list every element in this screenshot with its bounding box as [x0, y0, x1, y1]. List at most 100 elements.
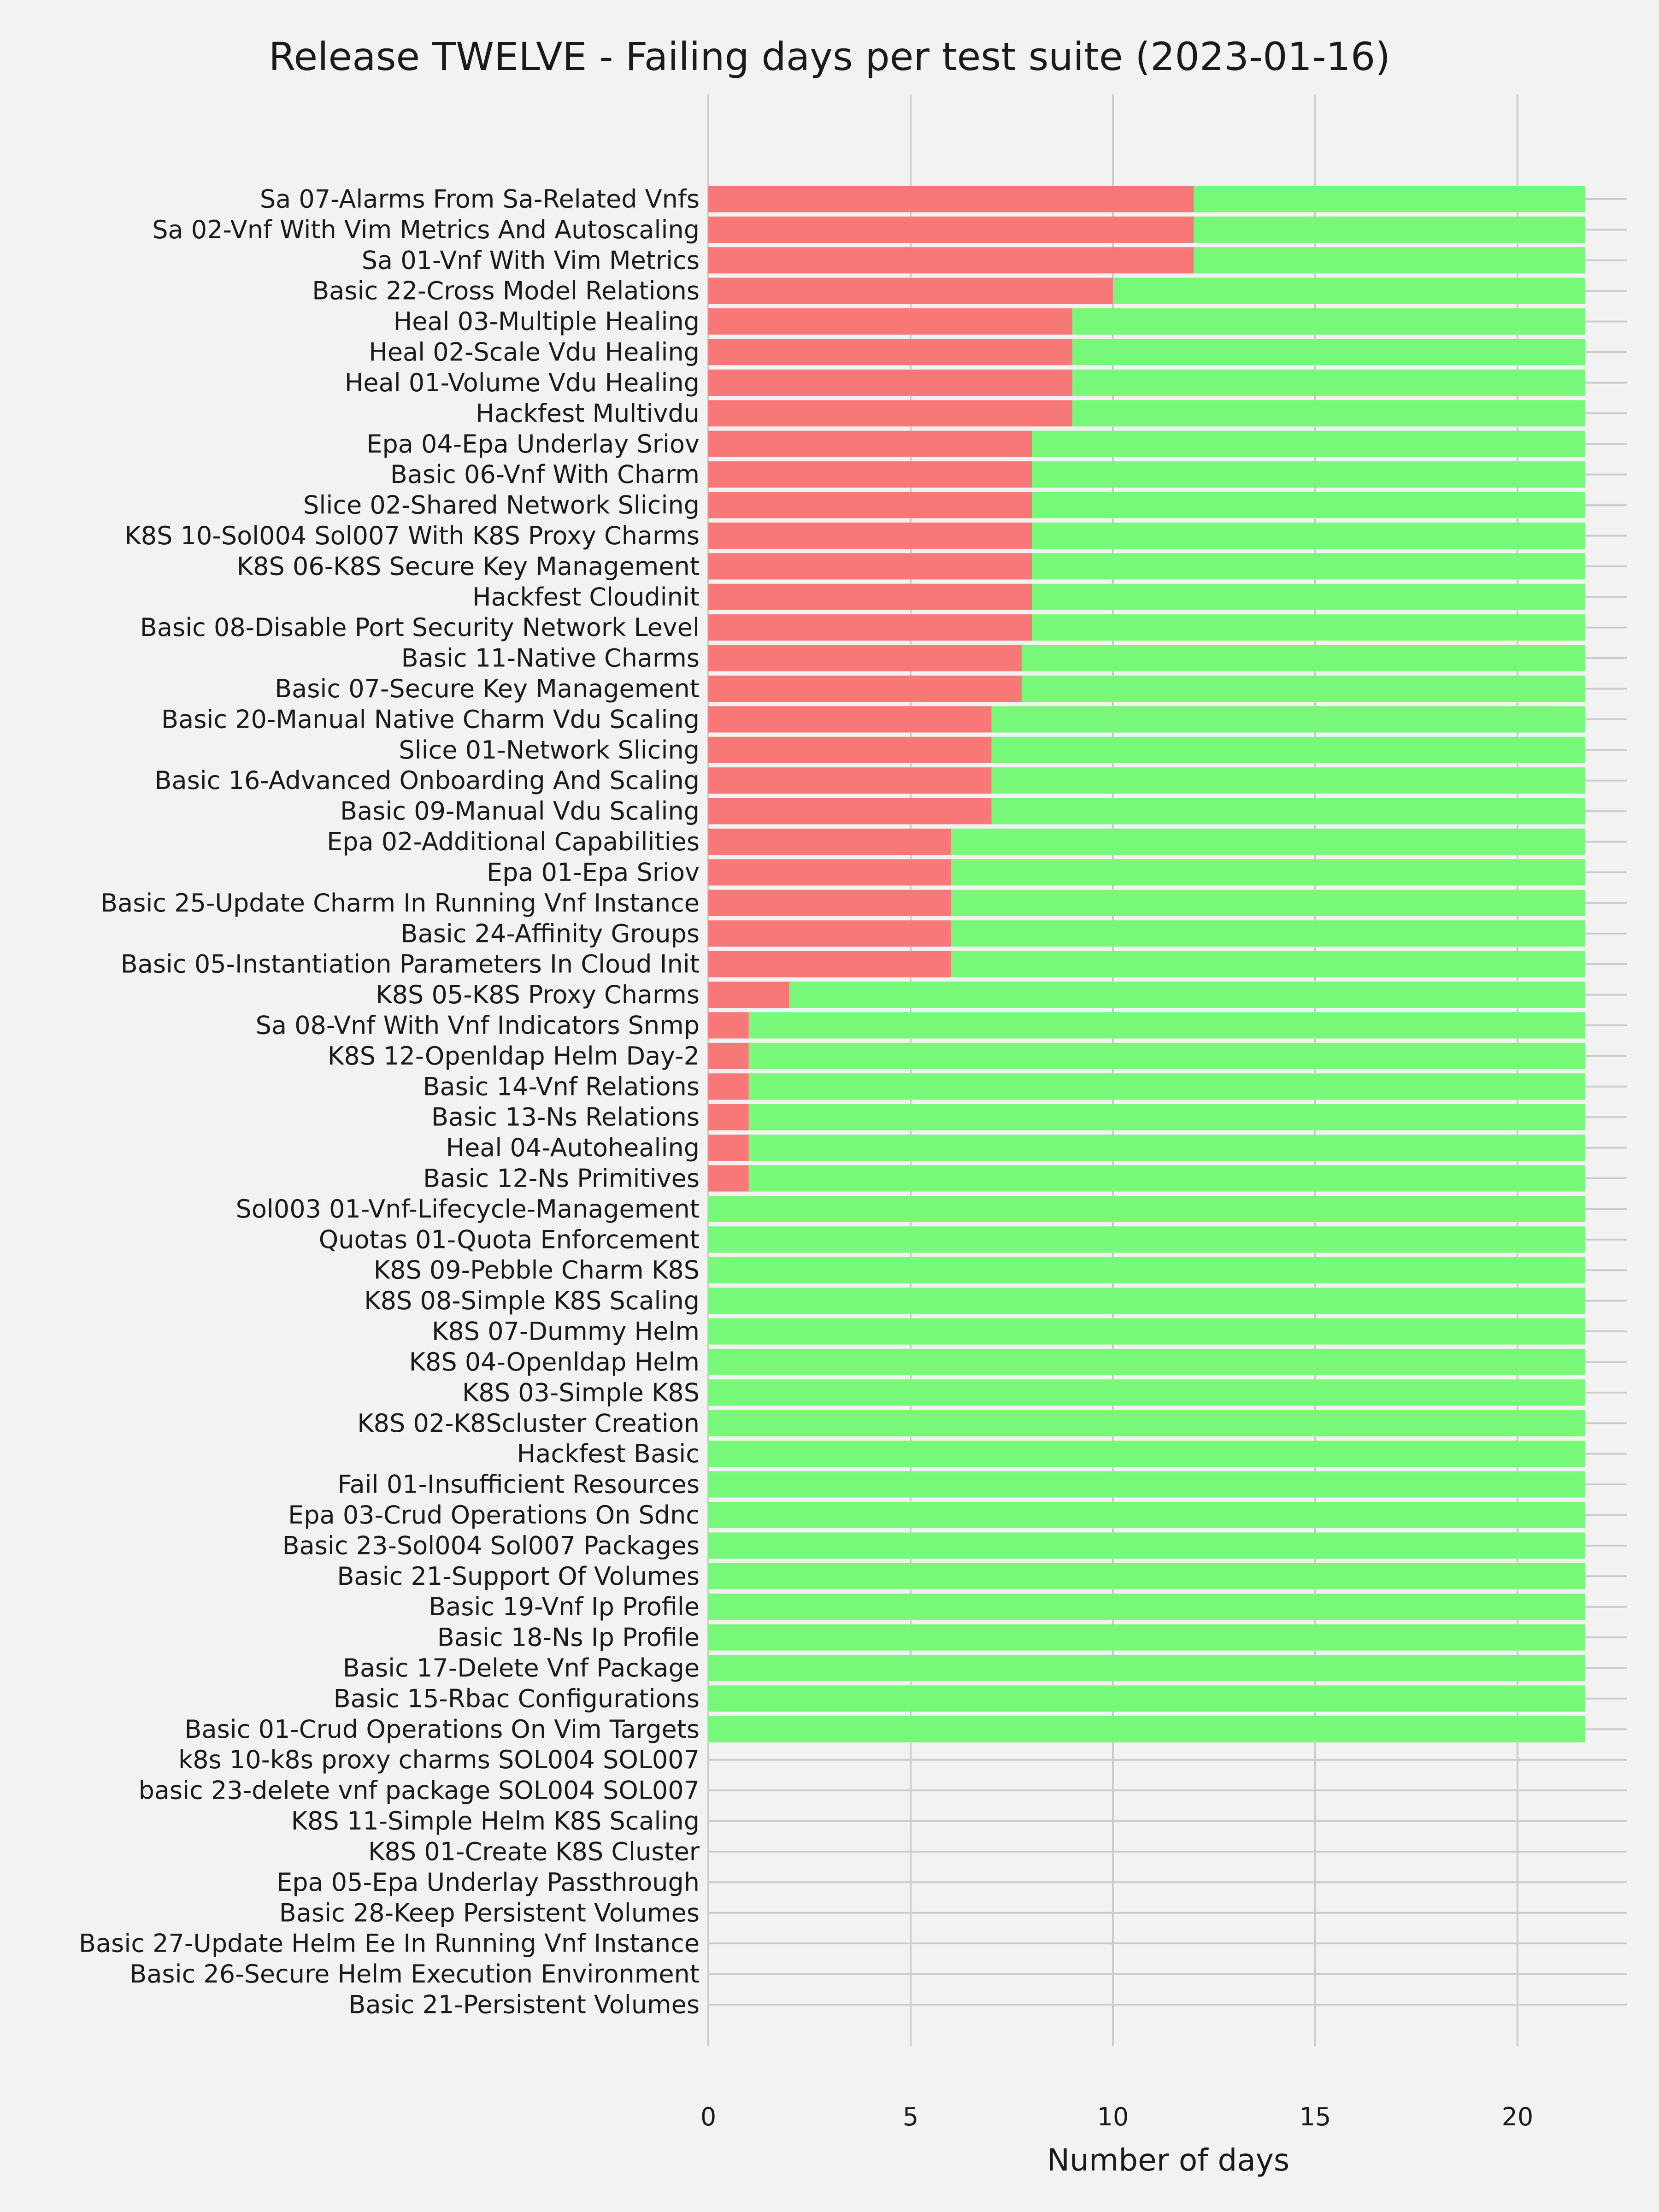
x-tick-label: 15 — [1300, 2102, 1331, 2131]
bar-passing-days — [951, 859, 1585, 886]
category-label: Basic 16-Advanced Onboarding And Scaling — [154, 766, 700, 795]
bar-failing-days — [708, 614, 1032, 641]
category-label: k8s 10-k8s proxy charms SOL004 SOL007 — [178, 1745, 700, 1774]
bar-failing-days — [708, 553, 1032, 580]
category-label: K8S 04-Openldap Helm — [409, 1347, 700, 1377]
category-label: basic 23-delete vnf package SOL004 SOL00… — [139, 1776, 700, 1805]
bar-passing-days — [708, 1288, 1585, 1314]
category-label: Basic 18-Ns Ip Profile — [437, 1623, 700, 1652]
bar-passing-days — [951, 828, 1585, 855]
x-tick-label: 10 — [1097, 2102, 1129, 2131]
bar-failing-days — [708, 982, 789, 1008]
category-label: K8S 01-Create K8S Cluster — [368, 1837, 700, 1866]
bar-failing-days — [708, 186, 1194, 212]
bar-passing-days — [748, 1104, 1585, 1130]
category-label: Sa 01-Vnf With Vim Metrics — [362, 246, 700, 275]
category-label: Basic 13-Ns Relations — [431, 1103, 700, 1132]
bar-passing-days — [1032, 461, 1585, 488]
bar-passing-days — [1032, 553, 1585, 580]
bar-passing-days — [1194, 247, 1585, 274]
category-label: K8S 02-K8Scluster Creation — [357, 1409, 700, 1438]
category-label: K8S 10-Sol004 Sol007 With K8S Proxy Char… — [124, 521, 700, 550]
category-label: Basic 21-Support Of Volumes — [337, 1562, 700, 1591]
category-label: Basic 12-Ns Primitives — [423, 1164, 700, 1193]
bar-passing-days — [1032, 583, 1585, 610]
bar-passing-days — [748, 1135, 1585, 1161]
bar-passing-days — [991, 767, 1585, 794]
bar-passing-days — [951, 889, 1585, 916]
bar-failing-days — [708, 675, 1022, 702]
category-label: Basic 15-Rbac Configurations — [334, 1684, 700, 1713]
bar-failing-days — [708, 920, 951, 947]
category-label: Epa 02-Additional Capabilities — [327, 827, 700, 856]
bar-passing-days — [748, 1012, 1585, 1039]
category-label: Basic 26-Secure Helm Execution Environme… — [129, 1959, 700, 1988]
bar-passing-days — [1032, 492, 1585, 518]
bar-passing-days — [708, 1716, 1585, 1742]
category-label: Epa 05-Epa Underlay Passthrough — [276, 1868, 700, 1897]
bar-passing-days — [708, 1226, 1585, 1253]
category-label: K8S 03-Simple K8S — [462, 1378, 700, 1407]
bar-passing-days — [1194, 186, 1585, 212]
category-label: Basic 08-Disable Port Security Network L… — [140, 613, 700, 642]
category-label: Basic 01-Crud Operations On Vim Targets — [184, 1715, 700, 1744]
category-label: Slice 02-Shared Network Slicing — [303, 491, 700, 520]
bar-failing-days — [708, 1165, 749, 1192]
bar-passing-days — [748, 1042, 1585, 1069]
category-label: Heal 02-Scale Vdu Healing — [369, 338, 700, 367]
bar-failing-days — [708, 859, 951, 886]
category-label: K8S 09-Pebble Charm K8S — [374, 1256, 700, 1285]
bar-passing-days — [708, 1318, 1585, 1345]
bar-passing-days — [1072, 308, 1585, 335]
bar-passing-days — [708, 1654, 1585, 1682]
category-label: Basic 24-Affinity Groups — [401, 919, 700, 948]
category-label: Basic 22-Cross Model Relations — [312, 276, 700, 306]
bar-failing-days — [708, 461, 1032, 488]
bar-passing-days — [1022, 675, 1585, 702]
bar-failing-days — [708, 308, 1073, 335]
category-label: Basic 07-Secure Key Management — [275, 674, 700, 703]
category-label: Basic 05-Instantiation Parameters In Clo… — [121, 950, 700, 979]
bar-failing-days — [708, 522, 1032, 549]
bar-failing-days — [708, 1135, 749, 1161]
x-tick-label: 20 — [1502, 2102, 1534, 2131]
bar-passing-days — [708, 1532, 1585, 1559]
bar-passing-days — [951, 920, 1585, 947]
category-label: Basic 14-Vnf Relations — [423, 1072, 700, 1101]
bar-passing-days — [951, 951, 1585, 977]
bar-failing-days — [708, 1073, 749, 1100]
bar-passing-days — [708, 1563, 1585, 1589]
bar-failing-days — [708, 767, 992, 794]
category-label: Basic 27-Update Helm Ee In Running Vnf I… — [79, 1929, 700, 1958]
category-label: Heal 01-Volume Vdu Healing — [345, 368, 700, 397]
category-label: Epa 01-Epa Sriov — [487, 858, 700, 887]
category-label: Basic 25-Update Charm In Running Vnf Ins… — [100, 888, 700, 918]
bar-passing-days — [1032, 522, 1585, 549]
x-tick-label: 0 — [700, 2102, 716, 2131]
category-label: Hackfest Cloudinit — [472, 582, 700, 612]
bar-passing-days — [708, 1471, 1585, 1498]
category-label: Basic 19-Vnf Ip Profile — [429, 1592, 700, 1621]
category-label: Slice 01-Network Slicing — [399, 735, 700, 765]
bar-passing-days — [708, 1348, 1585, 1376]
bar-failing-days — [708, 247, 1194, 274]
category-label: Basic 28-Keep Persistent Volumes — [279, 1898, 700, 1927]
chart-title: Release TWELVE - Failing days per test s… — [269, 34, 1390, 79]
category-label: K8S 11-Simple Helm K8S Scaling — [291, 1806, 700, 1835]
bar-passing-days — [789, 982, 1585, 1008]
bar-failing-days — [708, 277, 1113, 304]
bar-passing-days — [708, 1257, 1585, 1283]
bar-passing-days — [991, 736, 1585, 763]
bar-failing-days — [708, 706, 992, 733]
category-label: Basic 20-Manual Native Charm Vdu Scaling — [161, 705, 700, 734]
category-label: Sa 07-Alarms From Sa-Related Vnfs — [260, 185, 700, 214]
bar-failing-days — [708, 736, 992, 763]
category-label: K8S 06-K8S Secure Key Management — [237, 552, 700, 581]
x-tick-label: 5 — [903, 2102, 918, 2131]
bar-passing-days — [991, 706, 1585, 733]
bar-passing-days — [708, 1195, 1585, 1222]
bar-failing-days — [708, 889, 951, 916]
bar-failing-days — [708, 645, 1022, 671]
bar-failing-days — [708, 339, 1073, 365]
